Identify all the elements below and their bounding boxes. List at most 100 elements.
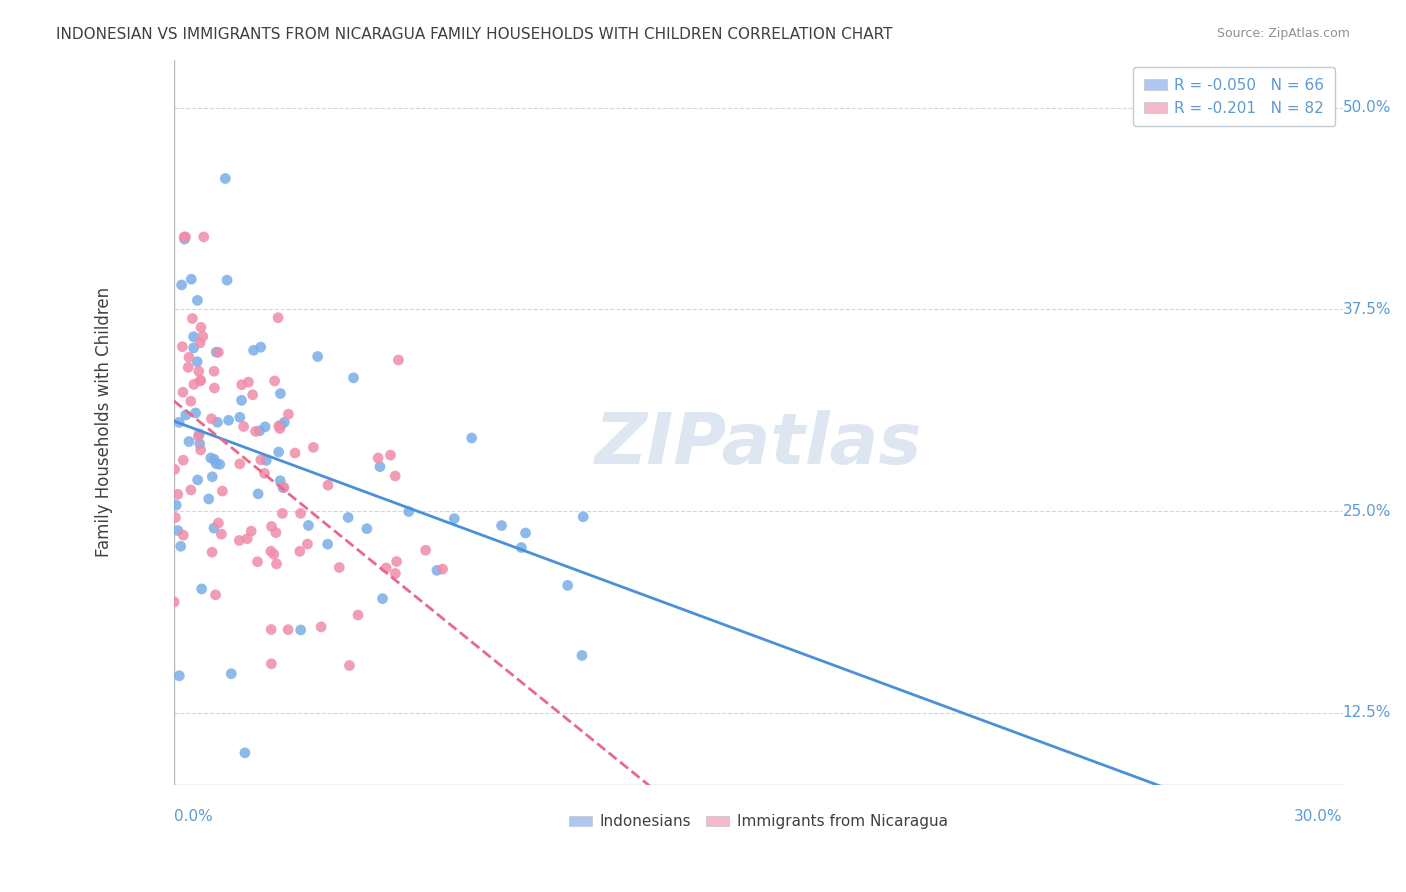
Point	[211, 484, 233, 499]
Point	[264, 525, 287, 540]
Text: 0.0%: 0.0%	[174, 809, 212, 824]
Point	[242, 343, 264, 358]
Point	[183, 329, 205, 343]
Text: 25.0%: 25.0%	[1343, 503, 1391, 518]
Point	[263, 547, 285, 561]
Point	[184, 406, 207, 420]
Point	[208, 458, 231, 472]
Point	[367, 450, 389, 465]
Point	[269, 474, 291, 488]
Point	[163, 595, 186, 609]
Point	[166, 524, 188, 538]
Point	[204, 588, 226, 602]
Point	[270, 418, 292, 433]
Point	[166, 487, 188, 501]
Point	[190, 373, 212, 387]
Point	[231, 377, 253, 392]
Point	[240, 524, 263, 538]
Point	[443, 511, 465, 525]
Point	[188, 437, 211, 451]
Point	[347, 607, 370, 622]
Point	[170, 277, 193, 292]
Point	[187, 473, 209, 487]
Point	[174, 408, 197, 422]
Point	[215, 273, 238, 287]
Point	[188, 426, 211, 441]
Point	[193, 230, 215, 244]
Point	[229, 457, 252, 471]
Point	[190, 320, 212, 334]
Point	[368, 459, 391, 474]
Point	[190, 582, 212, 596]
Point	[254, 453, 277, 467]
Text: 30.0%: 30.0%	[1294, 809, 1343, 824]
Point	[169, 669, 191, 683]
Point	[202, 364, 225, 378]
Point	[173, 232, 195, 246]
Point	[245, 425, 267, 439]
Point	[191, 329, 214, 343]
Point	[269, 421, 291, 435]
Text: ZIPatlas: ZIPatlas	[595, 409, 922, 479]
Point	[165, 510, 187, 524]
Point	[260, 519, 283, 533]
Point	[267, 445, 290, 459]
Point	[371, 591, 394, 606]
Point	[201, 545, 224, 559]
Point	[342, 371, 364, 385]
Point	[302, 441, 325, 455]
Point	[267, 310, 290, 325]
Point	[254, 420, 277, 434]
Text: Family Households with Children: Family Households with Children	[94, 287, 112, 558]
Point	[228, 533, 250, 548]
Point	[387, 353, 409, 368]
Point	[576, 810, 599, 824]
Point	[253, 467, 276, 481]
Point	[269, 386, 291, 401]
Point	[263, 374, 285, 388]
Point	[183, 341, 205, 355]
Point	[187, 364, 209, 378]
Point	[200, 450, 222, 465]
Point	[232, 419, 254, 434]
Point	[201, 470, 224, 484]
Point	[207, 516, 229, 530]
Point	[207, 345, 229, 359]
Point	[172, 385, 194, 400]
Point	[415, 543, 437, 558]
Point	[170, 539, 193, 553]
Point	[197, 491, 219, 506]
Point	[174, 230, 197, 244]
Point	[307, 350, 329, 364]
Point	[249, 424, 271, 438]
Point	[260, 657, 283, 671]
Point	[491, 518, 513, 533]
Point	[288, 544, 311, 558]
Point	[297, 518, 319, 533]
Text: INDONESIAN VS IMMIGRANTS FROM NICARAGUA FAMILY HOUSEHOLDS WITH CHILDREN CORRELAT: INDONESIAN VS IMMIGRANTS FROM NICARAGUA …	[56, 27, 893, 42]
Point	[515, 525, 537, 540]
Point	[233, 746, 256, 760]
Point	[247, 487, 270, 501]
Point	[183, 377, 205, 392]
Point	[426, 563, 449, 577]
Point	[167, 416, 190, 430]
Point	[398, 505, 420, 519]
Point	[375, 561, 398, 575]
Point	[297, 537, 319, 551]
Point	[260, 544, 283, 558]
Point	[290, 507, 312, 521]
Point	[271, 481, 294, 495]
Point	[181, 311, 204, 326]
Point	[260, 623, 283, 637]
Legend: Indonesians, Immigrants from Nicaragua: Indonesians, Immigrants from Nicaragua	[562, 808, 953, 836]
Point	[177, 350, 200, 364]
Point	[187, 429, 209, 443]
Point	[266, 557, 288, 571]
Point	[380, 448, 402, 462]
Point	[209, 527, 232, 541]
Point	[188, 335, 211, 350]
Point	[339, 658, 361, 673]
Point	[572, 509, 595, 524]
Point	[385, 554, 408, 568]
